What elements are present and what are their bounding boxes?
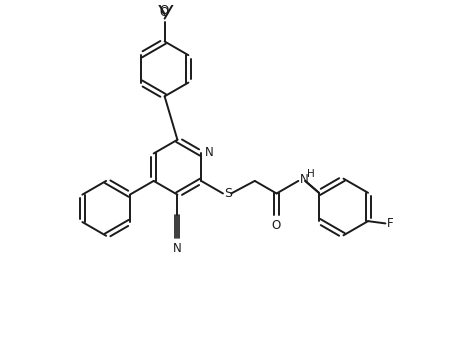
Text: S: S [224, 187, 232, 200]
Text: H: H [307, 169, 314, 178]
Text: O: O [159, 4, 168, 17]
Text: O: O [159, 6, 168, 19]
Text: N: N [173, 242, 181, 255]
Text: N: N [299, 173, 308, 186]
Text: N: N [204, 146, 213, 159]
Text: O: O [270, 219, 280, 232]
Text: F: F [386, 217, 393, 230]
